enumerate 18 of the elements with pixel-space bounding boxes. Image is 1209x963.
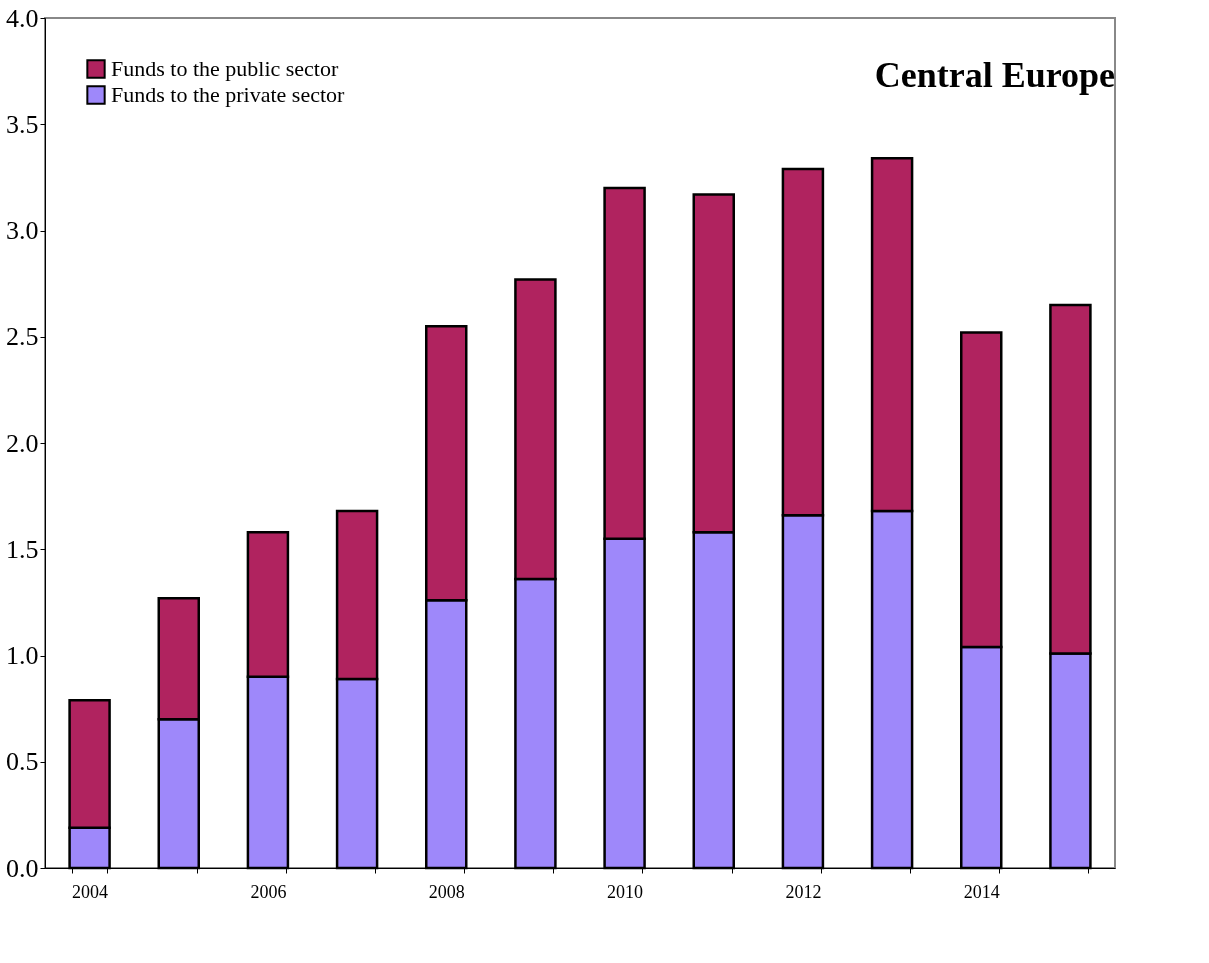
x-tick-label: 2006 [250, 881, 287, 902]
y-tick-label: 2.0 [6, 428, 39, 458]
y-tick-label: 3.0 [6, 216, 39, 245]
y-tick-label: 2.5 [6, 322, 39, 352]
text: Central Europe [874, 55, 1116, 95]
y-tick-label: 0.0 [6, 853, 39, 883]
y-tick-label: 4.0 [6, 3, 39, 33]
x-tick-label: 2004 [72, 881, 109, 902]
x-tick-label: 2010 [607, 881, 644, 902]
x-tick-label: 2008 [428, 881, 465, 902]
legend-label: Funds to the private sector [111, 82, 346, 107]
x-tick-label: 2014 [963, 881, 1000, 902]
y-tick-label: 0.5 [6, 747, 39, 777]
y-tick-label: 1.0 [6, 641, 39, 670]
legend-label: Funds to the public sector [111, 56, 339, 81]
x-tick-label: 2012 [785, 881, 822, 902]
y-tick-label: 1.5 [6, 534, 39, 564]
y-tick-label: 3.5 [6, 109, 39, 139]
